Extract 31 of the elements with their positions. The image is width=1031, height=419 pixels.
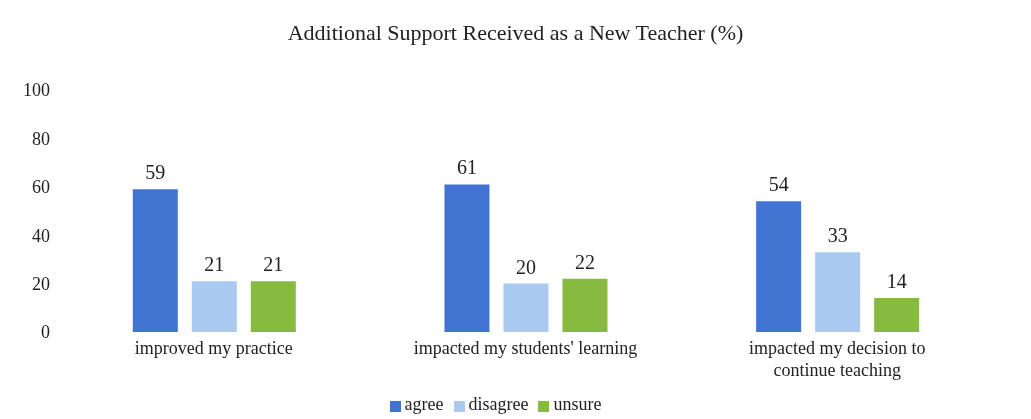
y-tick-label: 60 (32, 177, 50, 198)
bar (815, 252, 861, 332)
bar (503, 283, 549, 332)
y-tick-label: 0 (41, 322, 50, 343)
legend-label: disagree (468, 394, 529, 414)
x-tick-label: impacted my students' learning (413, 338, 638, 358)
bar (562, 278, 608, 332)
bar (132, 189, 178, 332)
data-label: 14 (886, 270, 907, 293)
data-label: 61 (456, 156, 477, 179)
bar (444, 184, 490, 332)
data-label: 21 (263, 253, 284, 276)
x-tick-label: impacted my decision to continue teaching (748, 338, 926, 380)
data-label: 21 (204, 253, 225, 276)
bar (250, 281, 296, 332)
y-tick-label: 20 (32, 273, 50, 294)
bar (191, 281, 237, 332)
data-label: 54 (768, 173, 789, 196)
legend-label: agree (404, 394, 444, 414)
bar (756, 201, 802, 332)
bar (874, 298, 920, 332)
data-label: 22 (574, 250, 595, 273)
data-label: 33 (827, 224, 848, 247)
y-tick-label: 40 (32, 225, 50, 246)
x-tick-label: improved my practice (134, 338, 293, 358)
y-tick-label: 100 (23, 80, 50, 101)
legend-label: unsure (553, 394, 602, 414)
y-tick-label: 80 (32, 128, 50, 149)
data-label: 20 (515, 255, 536, 278)
chart-title: Additional Support Received as a New Teacher (%) (286, 19, 745, 47)
data-label: 59 (145, 161, 166, 184)
